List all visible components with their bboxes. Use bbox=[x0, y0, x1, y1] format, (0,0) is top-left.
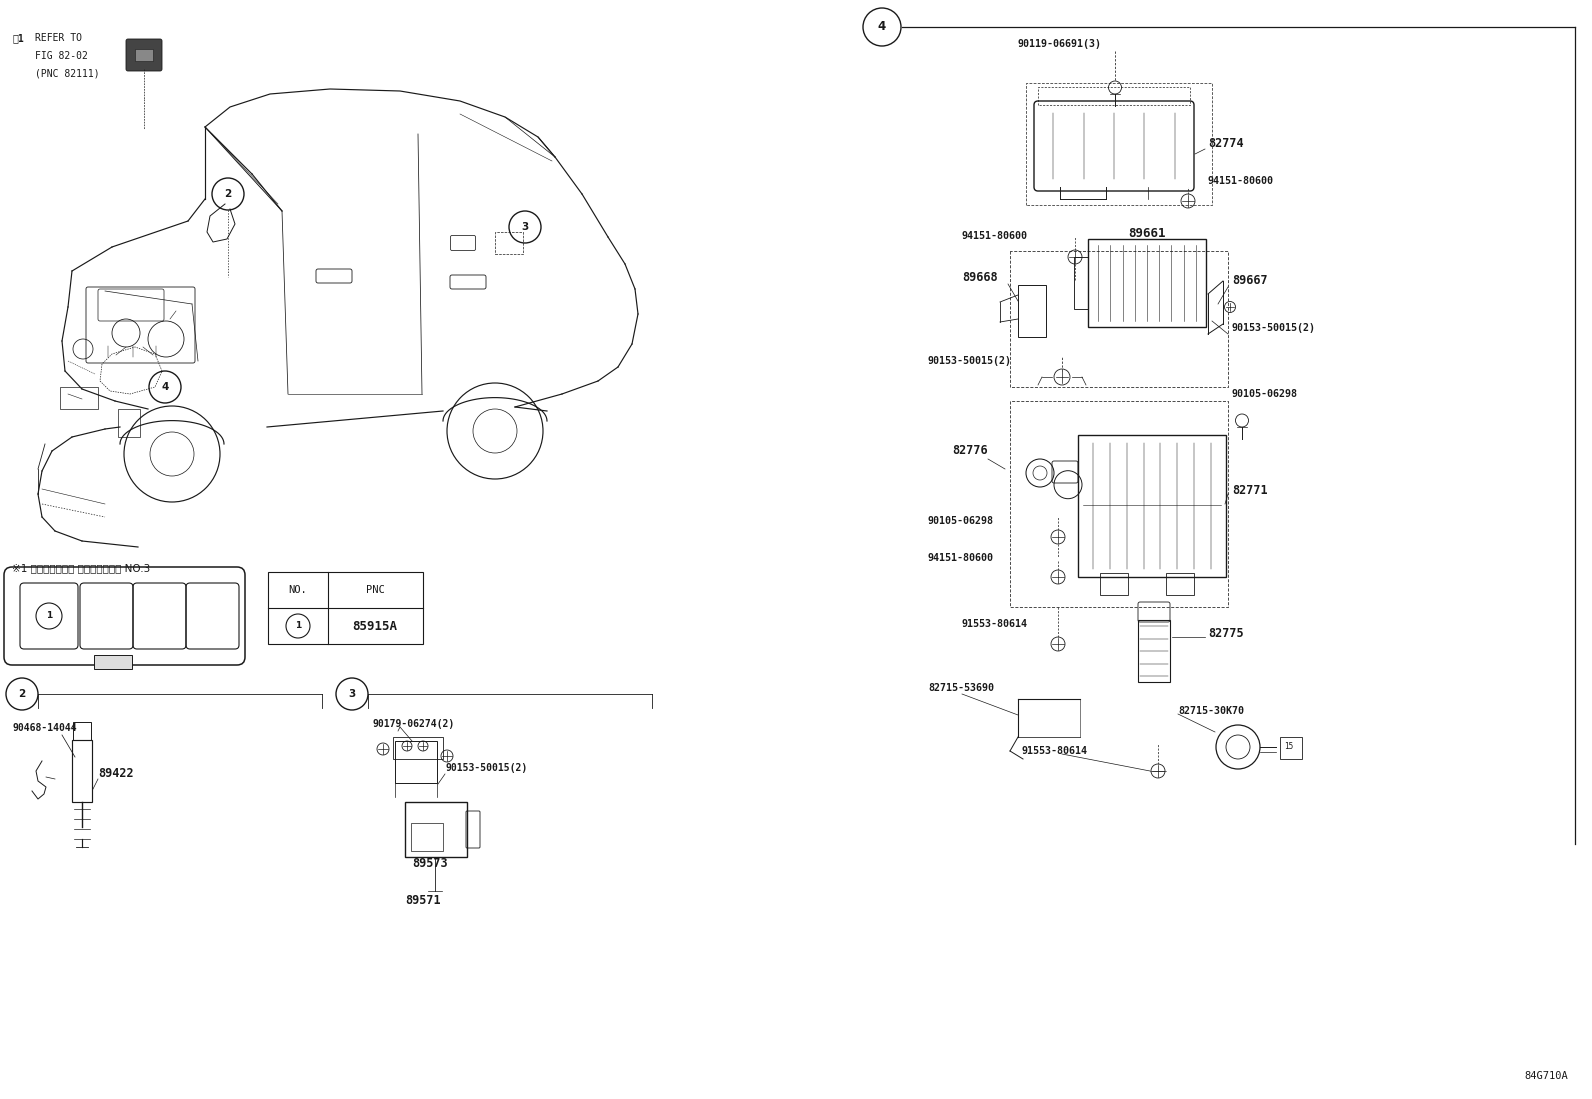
Text: 4: 4 bbox=[161, 382, 169, 392]
Text: 82775: 82775 bbox=[1208, 628, 1243, 640]
Text: 91553-80614: 91553-80614 bbox=[1022, 746, 1087, 756]
Bar bbox=[118, 409, 140, 437]
Text: 94151-80600: 94151-80600 bbox=[928, 553, 993, 563]
FancyBboxPatch shape bbox=[126, 38, 162, 71]
Text: 89668: 89668 bbox=[962, 271, 998, 284]
Text: 90105-06298: 90105-06298 bbox=[928, 517, 993, 526]
Text: 90468-14044: 90468-14044 bbox=[13, 723, 76, 733]
Text: 90153-50015(2): 90153-50015(2) bbox=[928, 356, 1013, 366]
Bar bbox=[1280, 737, 1302, 759]
Text: REFER TO: REFER TO bbox=[35, 33, 83, 43]
Text: 82774: 82774 bbox=[1208, 137, 1243, 149]
Text: 1: 1 bbox=[46, 611, 53, 621]
Text: 82776: 82776 bbox=[952, 444, 987, 457]
Bar bbox=[411, 823, 443, 851]
Bar bbox=[1017, 285, 1046, 337]
Text: 89573: 89573 bbox=[412, 857, 447, 870]
Bar bbox=[267, 571, 423, 644]
Bar bbox=[73, 722, 91, 740]
Bar bbox=[72, 740, 92, 802]
Text: 90153-50015(2): 90153-50015(2) bbox=[1232, 323, 1317, 333]
Bar bbox=[1075, 257, 1087, 309]
Bar bbox=[404, 802, 466, 857]
Text: 90105-06298: 90105-06298 bbox=[1232, 389, 1297, 399]
Text: 3: 3 bbox=[521, 222, 529, 232]
Bar bbox=[1087, 238, 1207, 328]
Bar bbox=[1078, 435, 1226, 577]
Text: 91553-80614: 91553-80614 bbox=[962, 619, 1028, 629]
Text: 84G710A: 84G710A bbox=[1524, 1072, 1568, 1081]
Text: FIG 82-02: FIG 82-02 bbox=[35, 51, 88, 62]
Text: ※1 エンジンルーム リレーブロック NO.3: ※1 エンジンルーム リレーブロック NO.3 bbox=[13, 563, 150, 573]
Bar bbox=[135, 49, 153, 62]
Text: 90119-06691(3): 90119-06691(3) bbox=[1017, 38, 1102, 49]
Text: 89667: 89667 bbox=[1232, 274, 1267, 287]
Text: 3: 3 bbox=[349, 689, 355, 699]
Text: 4: 4 bbox=[877, 21, 887, 33]
Text: 82715-53690: 82715-53690 bbox=[928, 682, 993, 693]
Text: ※1: ※1 bbox=[13, 33, 24, 43]
Text: 82715-30K70: 82715-30K70 bbox=[1178, 706, 1243, 717]
Text: 1: 1 bbox=[295, 622, 301, 631]
Text: 90153-50015(2): 90153-50015(2) bbox=[446, 763, 527, 773]
Text: 89422: 89422 bbox=[99, 767, 134, 780]
Bar bbox=[94, 655, 132, 669]
Text: 2: 2 bbox=[19, 689, 25, 699]
Text: 89661: 89661 bbox=[1129, 227, 1165, 240]
Text: 85915A: 85915A bbox=[352, 620, 398, 633]
Bar bbox=[1100, 573, 1129, 595]
Bar bbox=[395, 741, 436, 782]
Bar bbox=[393, 737, 443, 759]
Text: 94151-80600: 94151-80600 bbox=[962, 231, 1028, 241]
Bar bbox=[1165, 573, 1194, 595]
Text: 94151-80600: 94151-80600 bbox=[1208, 176, 1274, 186]
Text: 89571: 89571 bbox=[404, 893, 441, 907]
Text: 90179-06274(2): 90179-06274(2) bbox=[373, 719, 454, 729]
Text: (PNC 82111): (PNC 82111) bbox=[35, 69, 100, 79]
Text: 2: 2 bbox=[224, 189, 231, 199]
Text: NO.: NO. bbox=[288, 585, 307, 595]
Text: PNC: PNC bbox=[366, 585, 384, 595]
Bar bbox=[1138, 620, 1170, 682]
Text: 82771: 82771 bbox=[1232, 484, 1267, 497]
Bar bbox=[60, 387, 99, 409]
Bar bbox=[495, 232, 524, 254]
Text: 15: 15 bbox=[1285, 742, 1293, 751]
